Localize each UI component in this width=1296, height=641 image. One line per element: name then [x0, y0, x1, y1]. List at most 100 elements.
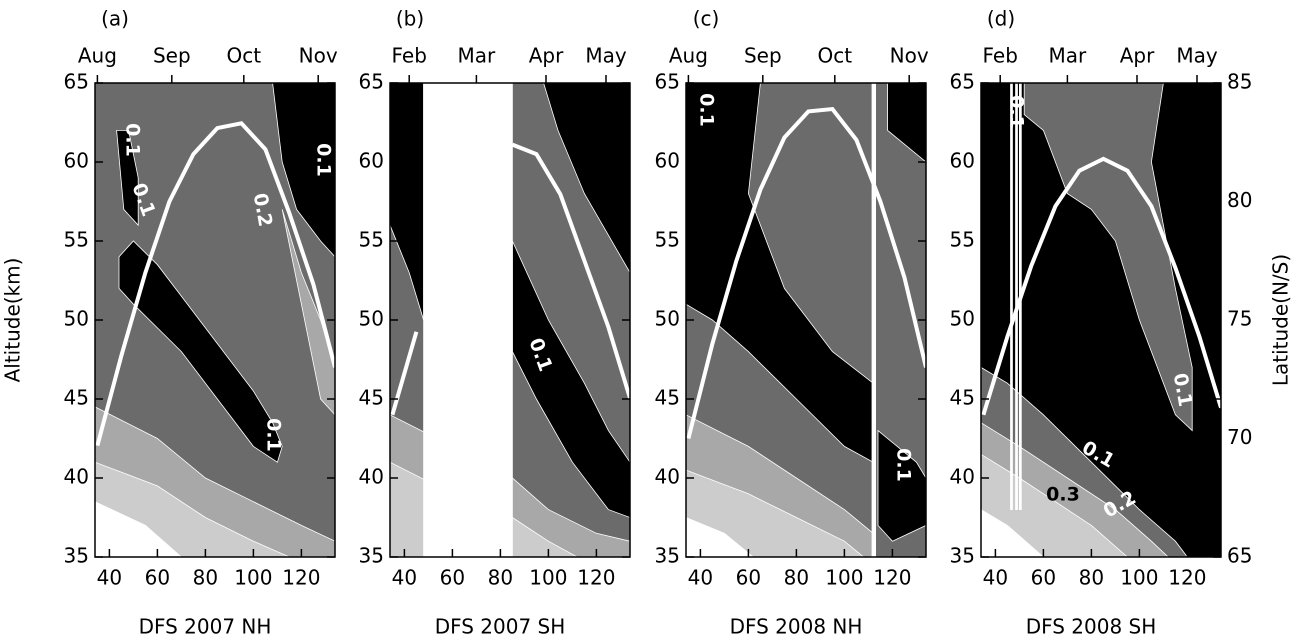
x-tick-label: 60	[736, 566, 761, 590]
y-tick-label: 55	[359, 228, 384, 252]
y-tick-label: 55	[655, 228, 680, 252]
x-tick-label: 40	[688, 566, 713, 590]
x-tick-label: 80	[488, 566, 513, 590]
y2-tick-label: 75	[1227, 307, 1252, 331]
x-tick-label: 40	[97, 566, 122, 590]
contour-region	[116, 129, 139, 227]
y2-tick-label: 65	[1227, 544, 1252, 568]
top-tick-label: Aug	[669, 44, 708, 68]
x-tick-label: 60	[1031, 566, 1056, 590]
contour-region	[871, 83, 876, 557]
y-tick-label: 45	[64, 386, 89, 410]
contour-region	[686, 517, 754, 557]
top-tick-label: Apr	[1120, 44, 1155, 68]
panel-label: (d)	[987, 7, 1015, 31]
contour-region	[887, 83, 926, 163]
panel-label: (c)	[693, 7, 720, 31]
top-tick-label: Mar	[458, 44, 497, 68]
contour-label: 0.1	[122, 123, 144, 157]
contour-region	[423, 83, 513, 557]
y2-tick-label: 70	[1227, 425, 1252, 449]
plot-area	[95, 83, 335, 557]
x-axis-title: DFS 2007 SH	[435, 615, 566, 639]
latitude-line	[390, 331, 419, 416]
x-tick-label: 80	[1079, 566, 1104, 590]
y-tick-label: 65	[64, 70, 89, 94]
y-tick-label: 40	[950, 465, 975, 489]
y-tick-label: 50	[950, 307, 975, 331]
contour-label: 0.3	[1046, 484, 1080, 506]
latitude-line	[95, 121, 335, 447]
x-tick-label: 40	[392, 566, 417, 590]
panel-label: (a)	[101, 7, 129, 31]
top-tick-label: Sep	[153, 44, 191, 68]
y-axis-title: Altitude(km)	[1, 258, 25, 383]
x-tick-label: 100	[529, 566, 567, 590]
x-tick-label: 100	[825, 566, 863, 590]
y2-axis-title: Latitude(N/S)	[1269, 254, 1293, 386]
x-axis-title: DFS 2008 NH	[730, 615, 863, 639]
top-tick-label: May	[585, 44, 627, 68]
y-tick-label: 60	[64, 149, 89, 173]
plot-area	[686, 83, 926, 557]
contour-region	[118, 240, 283, 463]
x-tick-label: 120	[282, 566, 320, 590]
y2-tick-label: 80	[1227, 188, 1252, 212]
y-tick-label: 35	[64, 544, 89, 568]
top-tick-label: Oct	[227, 44, 262, 68]
y-tick-label: 35	[950, 544, 975, 568]
x-tick-label: 40	[983, 566, 1008, 590]
x-axis-title: DFS 2007 NH	[139, 615, 272, 639]
y-tick-label: 40	[359, 465, 384, 489]
contour-region	[281, 209, 335, 416]
y-tick-label: 35	[655, 544, 680, 568]
top-tick-label: Nov	[299, 44, 338, 68]
contour-region	[1015, 83, 1018, 511]
x-tick-label: 120	[873, 566, 911, 590]
y-tick-label: 40	[655, 465, 680, 489]
y-tick-label: 60	[655, 149, 680, 173]
contour-label: 0.1	[263, 418, 285, 452]
contour-region	[95, 501, 183, 557]
contour-label: 0.1	[313, 143, 335, 177]
contour-region	[1023, 83, 1193, 432]
y-tick-label: 45	[655, 386, 680, 410]
y-tick-label: 55	[950, 228, 975, 252]
y-tick-label: 45	[950, 386, 975, 410]
x-tick-label: 120	[1168, 566, 1206, 590]
top-tick-label: Sep	[744, 44, 782, 68]
plot-area	[981, 83, 1221, 557]
top-tick-label: Oct	[818, 44, 853, 68]
y-tick-label: 50	[655, 307, 680, 331]
contour-region	[272, 83, 335, 258]
contour-region	[390, 83, 425, 321]
y-tick-label: 35	[359, 544, 384, 568]
x-tick-label: 100	[234, 566, 272, 590]
contour-region	[543, 83, 630, 274]
contour-region	[512, 240, 630, 518]
top-tick-label: Feb	[982, 44, 1017, 68]
x-tick-label: 120	[577, 566, 615, 590]
y-tick-label: 60	[950, 149, 975, 173]
contour-label: 0.1	[1006, 95, 1028, 129]
y-tick-label: 40	[64, 465, 89, 489]
x-tick-label: 100	[1120, 566, 1158, 590]
y2-tick-label: 85	[1227, 70, 1252, 94]
top-tick-label: Aug	[78, 44, 117, 68]
latitude-line	[511, 142, 630, 399]
x-tick-label: 60	[145, 566, 170, 590]
top-tick-label: May	[1176, 44, 1218, 68]
plot-area	[390, 83, 630, 557]
y-tick-label: 65	[950, 70, 975, 94]
top-tick-label: Nov	[890, 44, 929, 68]
x-axis-title: DFS 2008 SH	[1026, 615, 1157, 639]
contour-region	[877, 429, 926, 542]
top-tick-label: Feb	[391, 44, 426, 68]
y-tick-label: 55	[64, 228, 89, 252]
contour-region	[981, 509, 1045, 557]
y-tick-label: 50	[64, 307, 89, 331]
latitude-line	[981, 156, 1221, 416]
top-tick-label: Apr	[529, 44, 564, 68]
latitude-line	[686, 106, 926, 439]
